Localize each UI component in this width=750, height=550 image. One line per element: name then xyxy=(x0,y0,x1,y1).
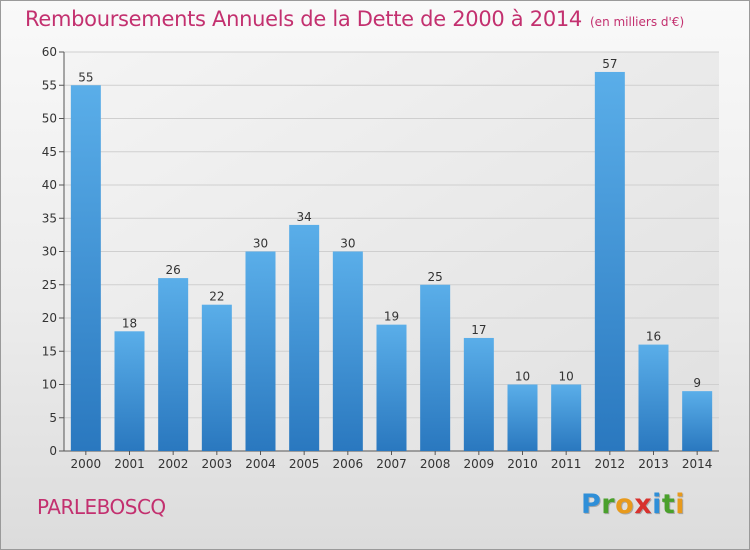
y-tick-label: 30 xyxy=(42,245,57,259)
commune-name: PARLEBOSCQ xyxy=(37,495,166,519)
y-tick-label: 60 xyxy=(42,45,57,59)
x-tick-label: 2005 xyxy=(289,457,320,471)
bar xyxy=(158,278,189,451)
bar xyxy=(70,85,101,451)
y-tick-label: 55 xyxy=(42,78,57,92)
data-label: 9 xyxy=(693,376,701,390)
logo-letter: o xyxy=(615,489,635,520)
logo-letter: x xyxy=(634,489,653,520)
data-label: 55 xyxy=(78,70,93,84)
x-tick-label: 2002 xyxy=(158,457,189,471)
bar xyxy=(638,344,669,451)
bar xyxy=(289,224,320,451)
data-label: 30 xyxy=(253,237,268,251)
y-tick-label: 40 xyxy=(42,178,57,192)
data-label: 10 xyxy=(559,370,574,384)
data-labels: 55 18 26 22 30 34 30 19 25 17 10 10 57 16 9 xyxy=(78,57,701,390)
data-label: 16 xyxy=(646,330,661,344)
data-label: 25 xyxy=(428,270,443,284)
y-tick-label: 5 xyxy=(49,411,57,425)
logo-letter: r xyxy=(601,489,616,520)
bar xyxy=(376,324,407,451)
data-label: 34 xyxy=(297,210,312,224)
data-label: 57 xyxy=(602,57,617,71)
data-label: 22 xyxy=(209,290,224,304)
y-tick-label: 50 xyxy=(42,112,57,126)
x-tick-label: 2006 xyxy=(333,457,364,471)
axes: 0 5 10 15 20 25 30 35 40 45 50 55 60 2000 2001 2002 2003… xyxy=(42,45,719,471)
x-tick-label: 2007 xyxy=(376,457,407,471)
logo-letter: i xyxy=(675,489,686,520)
proxiti-logo[interactable]: Proxiti xyxy=(581,489,685,520)
chart-unit: (en milliers d'€) xyxy=(590,15,685,29)
x-tick-label: 2000 xyxy=(71,457,102,471)
logo-letter: P xyxy=(581,489,602,520)
y-tick-label: 20 xyxy=(42,311,57,325)
logo-letter: t xyxy=(661,489,676,520)
bar xyxy=(463,337,494,451)
x-tick-label: 2009 xyxy=(464,457,495,471)
chart-title: Remboursements Annuels de la Dette de 20… xyxy=(25,7,582,31)
chart-title-block: Remboursements Annuels de la Dette de 20… xyxy=(25,7,684,31)
bar xyxy=(420,284,451,451)
x-tick-label: 2011 xyxy=(551,457,582,471)
y-tick-label: 45 xyxy=(42,145,57,159)
y-tick-label: 25 xyxy=(42,278,57,292)
data-label: 30 xyxy=(340,237,355,251)
data-label: 18 xyxy=(122,316,137,330)
x-tick-label: 2001 xyxy=(114,457,145,471)
data-label: 19 xyxy=(384,310,399,324)
x-tick-label: 2010 xyxy=(507,457,538,471)
data-label: 10 xyxy=(515,370,530,384)
bar xyxy=(682,391,713,451)
x-tick-label: 2014 xyxy=(682,457,713,471)
logo-letter: i xyxy=(652,489,662,520)
y-tick-label: 35 xyxy=(42,211,57,225)
bar xyxy=(245,251,276,451)
bar xyxy=(594,71,625,451)
x-tick-label: 2003 xyxy=(202,457,233,471)
data-label: 26 xyxy=(166,263,181,277)
bar xyxy=(114,331,145,451)
y-tick-label: 15 xyxy=(42,344,57,358)
x-tick-label: 2012 xyxy=(595,457,626,471)
x-tick-label: 2004 xyxy=(245,457,276,471)
bar xyxy=(507,384,538,451)
bar xyxy=(201,304,232,451)
x-tick-label: 2013 xyxy=(638,457,669,471)
data-label: 17 xyxy=(471,323,486,337)
y-tick-label: 10 xyxy=(42,378,57,392)
x-tick-label: 2008 xyxy=(420,457,451,471)
bar xyxy=(332,251,363,451)
bar xyxy=(551,384,582,451)
y-tick-label: 0 xyxy=(49,444,57,458)
bars xyxy=(70,71,713,451)
